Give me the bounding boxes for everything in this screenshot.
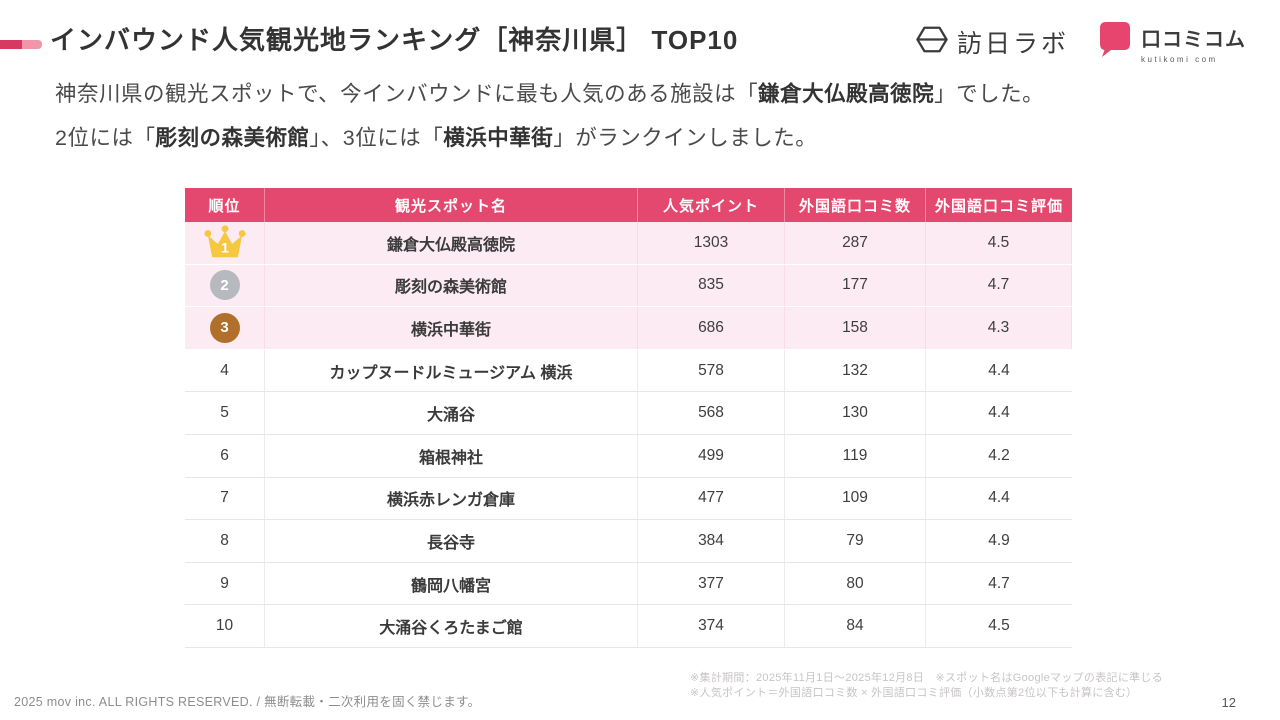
points-cell: 686 (638, 307, 785, 349)
reviews-cell: 109 (785, 477, 926, 520)
table-row: 9 鶴岡八幡宮 377 80 4.7 (185, 562, 1072, 606)
reviews-cell: 287 (785, 222, 926, 264)
reviews-cell: 158 (785, 307, 926, 349)
rating-cell: 4.7 (926, 264, 1072, 307)
page-number: 12 (1221, 695, 1236, 710)
rating-cell: 4.5 (926, 222, 1072, 264)
points-cell: 835 (638, 264, 785, 307)
column-header: 順位 (185, 188, 265, 222)
column-header: 外国語口コミ数 (785, 188, 926, 222)
rank-cell: 8 (185, 520, 265, 562)
rating-cell: 4.9 (988, 531, 1010, 549)
table-row: 5 大涌谷 568 130 4.4 (185, 392, 1072, 435)
speech-bubble-icon (1097, 20, 1133, 63)
kutikomi-logo-tagline: kutikomi com (1141, 55, 1218, 64)
spot-name-cell: 大涌谷 (265, 392, 638, 434)
spot-name-cell: 横浜赤レンガ倉庫 (265, 477, 638, 520)
points-cell: 377 (638, 562, 785, 605)
reviews-cell: 130 (785, 392, 926, 434)
rank-cell: 4 (185, 349, 265, 392)
rank-cell: 6 (185, 434, 265, 477)
points-cell: 374 (638, 605, 785, 647)
column-header: 人気ポイント (638, 188, 785, 222)
rank-cell: 7 (185, 477, 265, 520)
rank-cell: 2 (185, 264, 265, 307)
points-cell: 1303 (638, 222, 785, 264)
title-dash-icon (0, 39, 42, 49)
reviews-cell: 84 (785, 605, 926, 647)
column-header: 外国語口コミ評価 (934, 197, 1063, 215)
rating-cell: 4.5 (988, 617, 1010, 635)
ranking-table: 順位 観光スポット名 人気ポイント 外国語口コミ数 外国語口コミ評価 1 鎌倉大仏殿高徳院… (185, 188, 1072, 648)
spot-name-cell: 彫刻の森美術館 (265, 264, 638, 307)
rank-cell: 1 (185, 222, 265, 264)
table-header-row: 順位 観光スポット名 人気ポイント 外国語口コミ数 外国語口コミ評価 (185, 188, 1072, 222)
rating-cell: 4.4 (988, 361, 1010, 379)
points-cell: 477 (638, 477, 785, 520)
spot-name-cell: 鎌倉大仏殿高徳院 (265, 222, 638, 264)
spot-name-cell: 大涌谷くろたまご館 (265, 605, 638, 647)
hexagon-lantern-icon (916, 25, 948, 59)
spot-name-cell: 長谷寺 (265, 520, 638, 562)
points-cell: 499 (638, 434, 785, 477)
spot-name-cell: 箱根神社 (265, 434, 638, 477)
spot-name-cell: 鶴岡八幡宮 (265, 562, 638, 605)
column-header: 観光スポット名 (265, 188, 638, 222)
page-header: インバウンド人気観光地ランキング［神奈川県］ TOP10 (0, 24, 738, 56)
svg-text:1: 1 (221, 240, 229, 256)
table-row: 7 横浜赤レンガ倉庫 477 109 4.4 (185, 477, 1072, 521)
kutikomi-logo-text: 口コミコム (1141, 29, 1246, 51)
reviews-cell: 80 (785, 562, 926, 605)
rank-cell: 3 (185, 307, 265, 349)
footnote-line: ※人気ポイント＝外国語口コミ数 × 外国語口コミ評価（小数点第2位以下も計算に含… (690, 687, 1138, 699)
rating-cell: 4.4 (988, 489, 1010, 507)
houjitsu-lab-logo: 訪日ラボ (916, 24, 1069, 60)
points-cell: 568 (638, 392, 785, 434)
copyright-text: 2025 mov inc. ALL RIGHTS RESERVED. / 無断転… (14, 695, 481, 709)
spot-name-cell: 横浜中華街 (265, 307, 638, 349)
points-cell: 384 (638, 520, 785, 562)
reviews-cell: 119 (785, 434, 926, 477)
rating-cell: 4.7 (988, 574, 1010, 592)
footnotes: ※集計期間：2025年11月1日～2025年12月8日 ※スポット名はGoogl… (690, 671, 1163, 701)
reviews-cell: 177 (785, 264, 926, 307)
description: 神奈川県の観光スポットで、今インバウンドに最も人気のある施設は「鎌倉大仏殿高徳院… (55, 72, 1044, 160)
rating-cell: 4.3 (926, 307, 1072, 349)
spot-name-cell: カップヌードルミュージアム 横浜 (265, 349, 638, 392)
footnote-line: ※集計期間：2025年11月1日～2025年12月8日 ※スポット名はGoogl… (690, 672, 1164, 684)
description-line: 神奈川県の観光スポットで、今インバウンドに最も人気のある施設は「鎌倉大仏殿高徳院… (55, 82, 1045, 106)
kutikomi-logo: 口コミコム kutikomi com (1097, 20, 1246, 64)
table-body: 1 鎌倉大仏殿高徳院 1303 287 4.5 2 彫刻の森美術館 835 177 4.7 3 横浜中… (185, 222, 1072, 648)
silver-rank-badge: 2 (209, 270, 240, 301)
crown-rank-1-icon: 1 (203, 225, 246, 258)
table-row: 8 長谷寺 384 79 4.9 (185, 520, 1072, 563)
bronze-rank-badge: 3 (209, 312, 240, 343)
rating-cell: 4.4 (988, 404, 1010, 422)
rank-cell: 10 (185, 605, 265, 647)
page-title: インバウンド人気観光地ランキング［神奈川県］ TOP10 (50, 25, 739, 55)
table-row: 4 カップヌードルミュージアム 横浜 578 132 4.4 (185, 349, 1072, 393)
reviews-cell: 132 (785, 349, 926, 392)
points-cell: 578 (638, 349, 785, 392)
rank-cell: 5 (185, 392, 265, 434)
table-row: 10 大涌谷くろたまご館 374 84 4.5 (185, 605, 1072, 648)
table-row: 6 箱根神社 499 119 4.2 (185, 434, 1072, 478)
table-row: 2 彫刻の森美術館 835 177 4.7 (185, 264, 1072, 308)
description-line: 2位には「彫刻の森美術館」、3位には「横浜中華街」がランクインしました。 (55, 126, 818, 150)
table-row: 1 鎌倉大仏殿高徳院 1303 287 4.5 (185, 222, 1072, 265)
reviews-cell: 79 (785, 520, 926, 562)
houjitsu-lab-logo-text: 訪日ラボ (956, 30, 1069, 58)
brand-logos: 訪日ラボ 口コミコム kutikomi com (916, 20, 1246, 64)
rank-cell: 9 (185, 562, 265, 605)
table-row: 3 横浜中華街 686 158 4.3 (185, 307, 1072, 350)
rating-cell: 4.2 (988, 446, 1010, 464)
